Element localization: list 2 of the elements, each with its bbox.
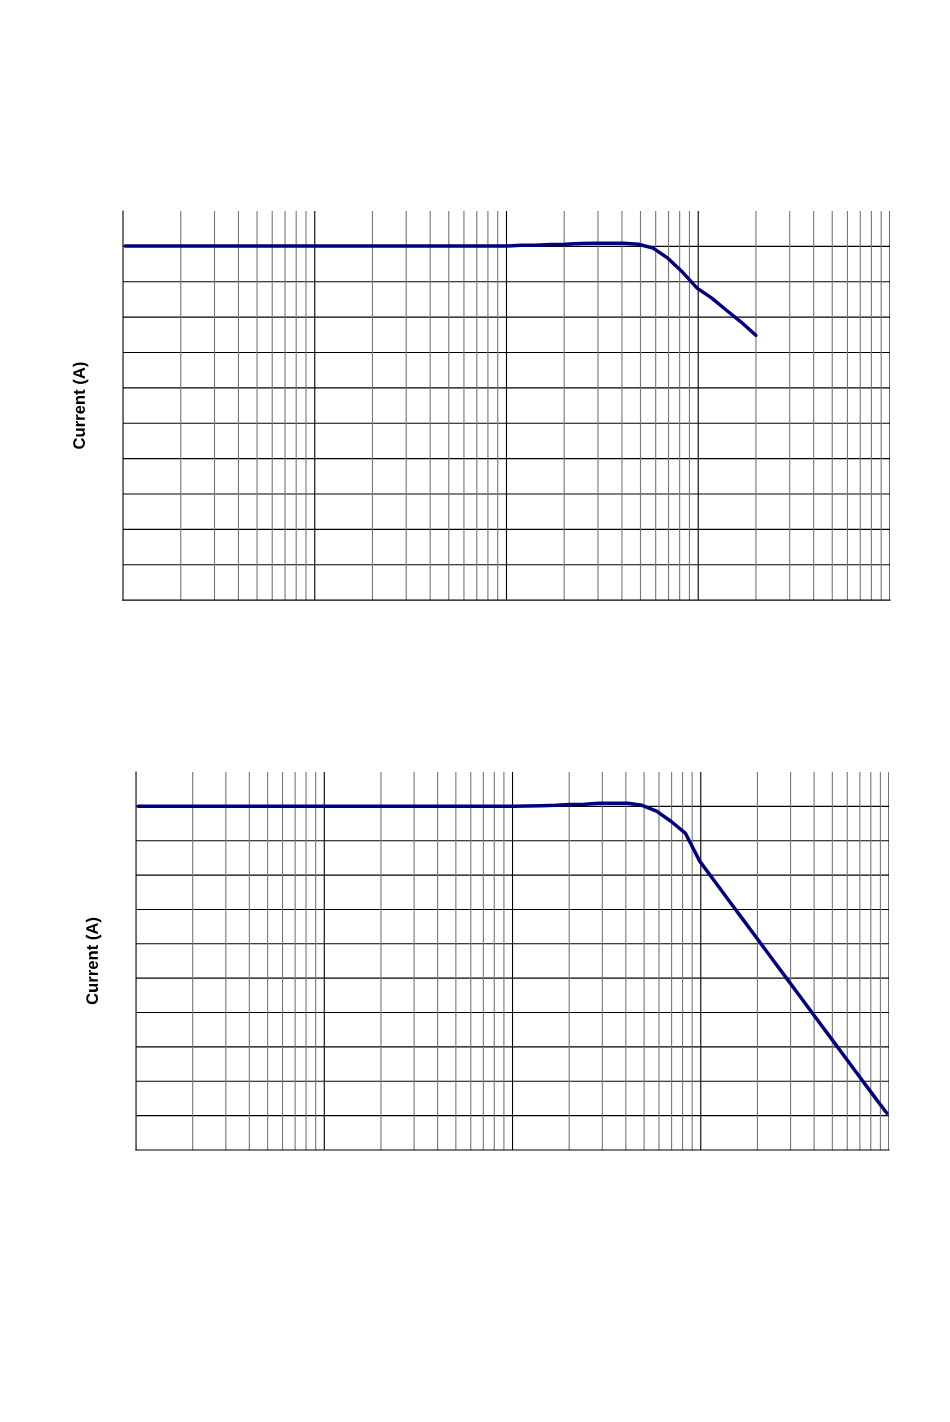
y-axis-title: Current (A): [85, 917, 102, 1005]
y-axis-title: Current (A): [72, 362, 89, 449]
